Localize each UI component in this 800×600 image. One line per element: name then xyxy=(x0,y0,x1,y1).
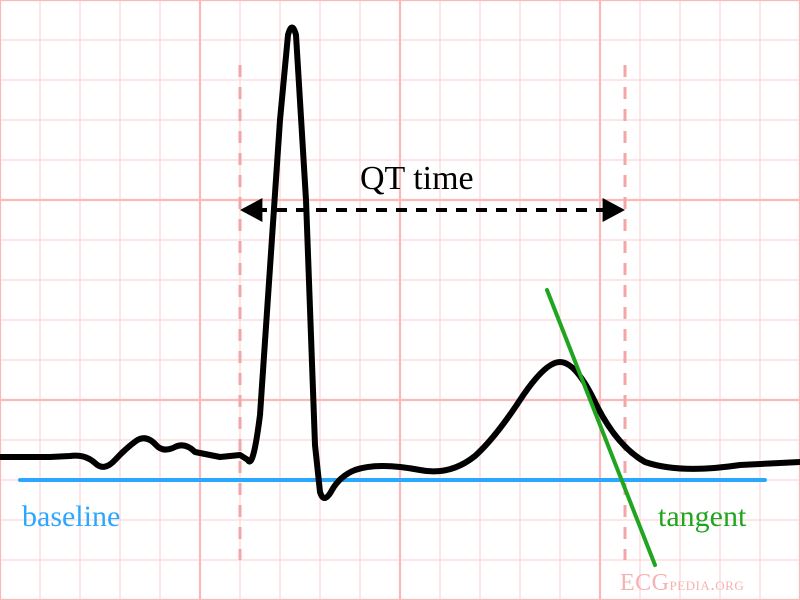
baseline-label: baseline xyxy=(22,500,120,534)
watermark-sub1: pedia xyxy=(670,574,711,594)
tangent-label: tangent xyxy=(658,500,746,534)
watermark-label: ECGpedia.org xyxy=(620,570,744,597)
qt-time-label: QT time xyxy=(360,160,474,198)
watermark-main: ECG xyxy=(620,570,670,596)
watermark-sub2: .org xyxy=(710,574,744,594)
diagram-canvas: QT time baseline tangent ECGpedia.org xyxy=(0,0,800,600)
